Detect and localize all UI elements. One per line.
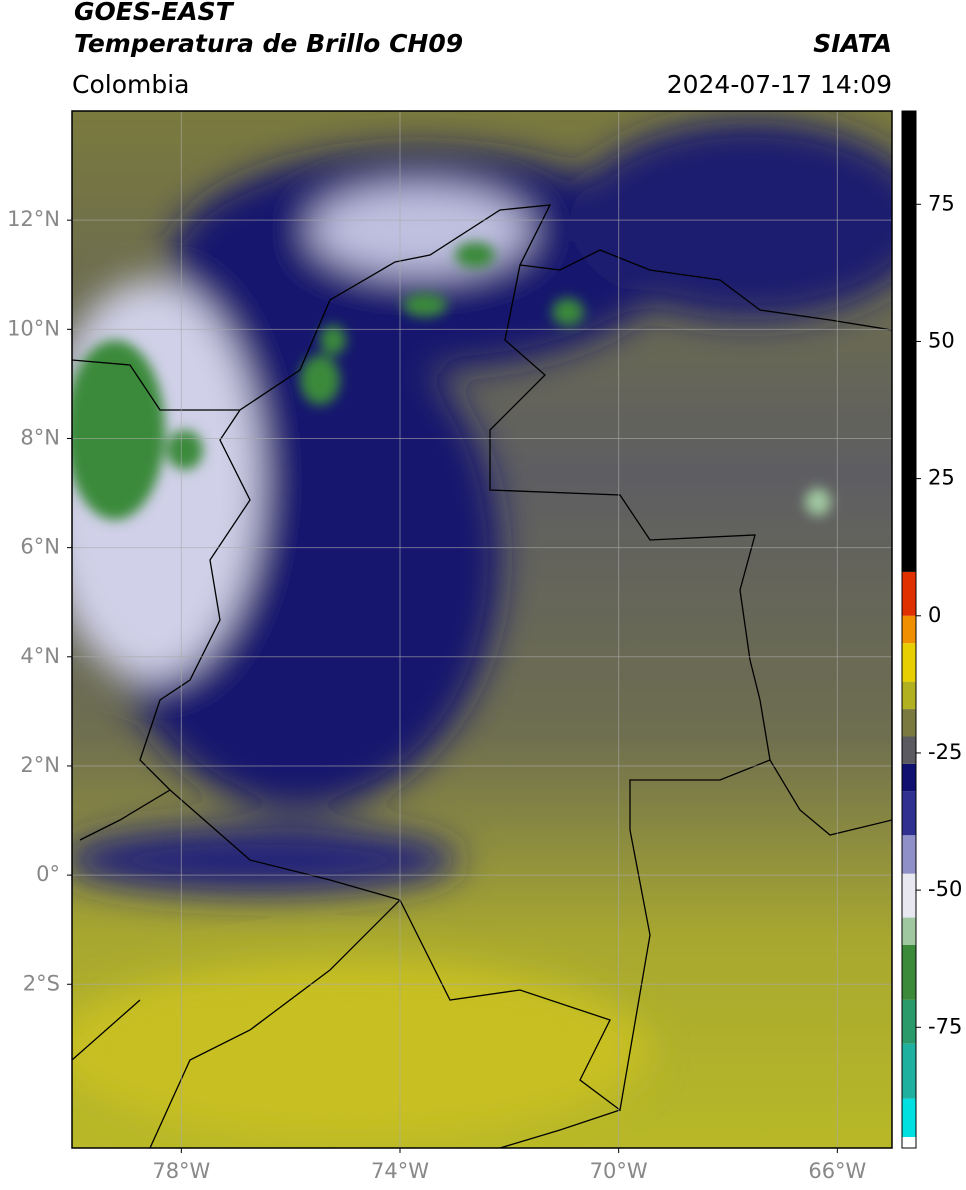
region: Colombia	[72, 70, 189, 99]
y-tick-label: 6°N	[20, 535, 60, 559]
x-tick-label: 66°W	[808, 1159, 866, 1183]
source: SIATA	[813, 29, 892, 58]
colorbar-band	[902, 835, 916, 874]
imagery	[72, 111, 892, 1148]
colorbar-tick-label: 50	[928, 328, 955, 352]
y-tick-label: 2°S	[23, 971, 60, 995]
colorbar	[902, 111, 916, 1148]
y-tick-label: 12°N	[7, 207, 60, 231]
colorbar-band	[902, 999, 916, 1044]
colorbar-tick-label: 25	[928, 466, 955, 490]
borders	[72, 204, 892, 1148]
x-tick-label: 78°W	[152, 1159, 210, 1183]
colorbar-band	[902, 111, 916, 572]
colorbar-band	[902, 763, 916, 792]
colorbar-frame	[901, 110, 917, 1149]
y-tick-label: 8°N	[20, 425, 60, 449]
colorbar-tick-label: 0	[928, 603, 941, 627]
y-tick-label: 0°	[36, 862, 60, 886]
colorbar-band	[902, 643, 916, 682]
colorbar-tick-label: -25	[928, 740, 962, 764]
y-tick-label: 4°N	[20, 644, 60, 668]
colorbar-tick-label: 75	[928, 191, 955, 215]
colorbar-band	[902, 571, 916, 616]
y-tick-label: 2°N	[20, 753, 60, 777]
datetime: 2024-07-17 14:09	[667, 70, 892, 99]
title: GOES-EAST	[74, 0, 235, 26]
grid	[72, 111, 892, 1148]
colorbar-band	[902, 944, 916, 1000]
colorbar-band	[902, 1098, 916, 1138]
colorbar-band	[902, 873, 916, 918]
colorbar-tick-label: -50	[928, 877, 962, 901]
y-tick-label: 10°N	[7, 316, 60, 340]
colorbar-band	[902, 791, 916, 836]
colorbar-band	[902, 917, 916, 945]
colorbar-band	[902, 615, 916, 644]
colorbar-band	[902, 709, 916, 737]
map-frame	[71, 110, 893, 1149]
x-tick-label: 70°W	[590, 1159, 648, 1183]
colorbar-band	[902, 1043, 916, 1099]
colorbar-tick-label: -75	[928, 1014, 962, 1038]
colorbar-band	[902, 681, 916, 710]
colorbar-band	[902, 1137, 916, 1148]
colorbar-band	[902, 736, 916, 764]
subtitle: Temperatura de Brillo CH09	[74, 29, 463, 58]
x-tick-label: 74°W	[371, 1159, 429, 1183]
